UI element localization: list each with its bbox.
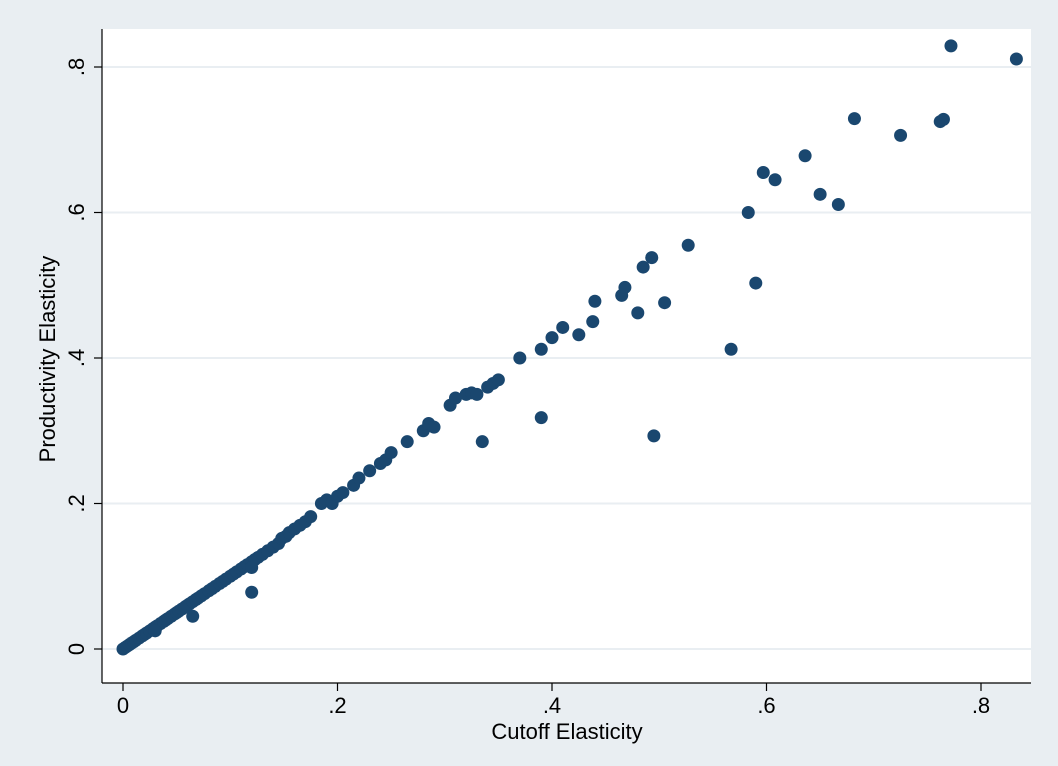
- gridlines: [102, 66, 1031, 650]
- data-point: [148, 624, 162, 638]
- data-points: [116, 39, 1023, 656]
- x-tick-label: .4: [543, 693, 561, 718]
- data-point: [588, 294, 602, 308]
- data-point: [618, 280, 632, 294]
- data-point: [534, 342, 548, 356]
- data-point: [384, 446, 398, 460]
- data-point: [681, 238, 695, 252]
- data-point: [631, 306, 645, 320]
- data-point: [741, 206, 755, 219]
- data-point: [831, 197, 845, 211]
- y-tick-label: .4: [64, 349, 89, 367]
- data-point: [245, 561, 259, 575]
- data-point: [658, 296, 672, 310]
- data-point: [427, 420, 441, 434]
- plot-area: [102, 29, 1031, 683]
- data-point: [768, 173, 782, 187]
- data-point: [245, 585, 259, 599]
- y-tick-label: .8: [64, 58, 89, 76]
- data-point: [572, 328, 586, 342]
- data-point: [400, 435, 414, 449]
- data-point: [647, 429, 661, 443]
- data-point: [813, 187, 827, 201]
- data-point: [756, 165, 770, 179]
- data-point: [513, 351, 527, 365]
- x-axis: 0 .2 .4 .6 .8: [102, 682, 1031, 718]
- data-point: [475, 435, 489, 449]
- y-tick-label: .2: [64, 494, 89, 512]
- x-tick-label: 0: [117, 693, 129, 718]
- data-point: [749, 276, 763, 290]
- y-tick-label: .6: [64, 203, 89, 221]
- y-axis-title: Productivity Elasticity: [35, 256, 60, 463]
- data-point: [724, 342, 738, 356]
- x-tick-label: .2: [328, 693, 346, 718]
- data-point: [186, 609, 200, 623]
- data-point: [847, 112, 861, 126]
- data-point: [1009, 52, 1023, 66]
- data-point: [586, 315, 600, 329]
- y-axis: 0 .2 .4 .6 .8: [64, 29, 103, 683]
- data-point: [470, 387, 484, 401]
- x-tick-label: .6: [757, 693, 775, 718]
- data-point: [636, 260, 650, 274]
- data-point: [936, 112, 950, 126]
- data-point: [534, 411, 548, 425]
- data-point: [894, 128, 908, 142]
- data-point: [352, 471, 366, 485]
- data-point: [798, 149, 812, 163]
- x-axis-title: Cutoff Elasticity: [491, 719, 642, 744]
- data-point: [556, 320, 570, 334]
- data-point: [491, 373, 505, 387]
- data-point: [944, 39, 958, 53]
- x-tick-label: .8: [972, 693, 990, 718]
- y-tick-label: 0: [64, 643, 89, 655]
- data-point: [363, 464, 377, 478]
- data-point: [645, 251, 659, 265]
- data-point: [304, 510, 318, 524]
- data-point: [545, 331, 559, 345]
- data-point: [448, 391, 462, 405]
- data-point: [336, 486, 350, 500]
